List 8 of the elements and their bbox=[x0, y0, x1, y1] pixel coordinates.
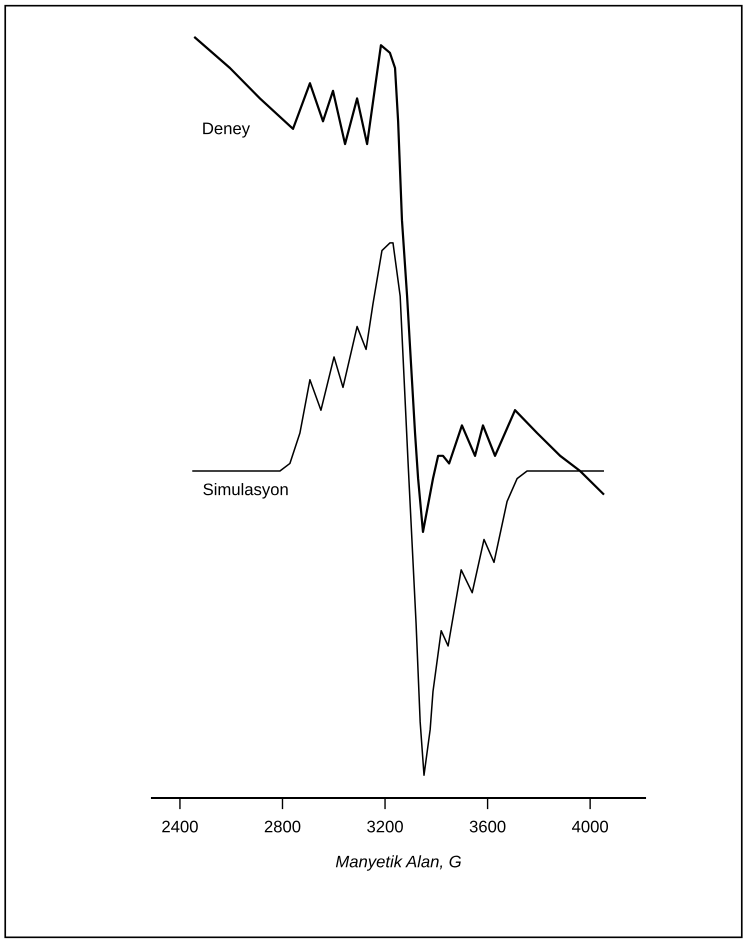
x-tick-label: 2400 bbox=[162, 820, 198, 832]
series-label: Simulasyon bbox=[203, 483, 288, 499]
x-tick-label: 3600 bbox=[470, 820, 506, 832]
x-axis-title: Manyetik Alan, G bbox=[336, 855, 461, 871]
x-tick-label: 2800 bbox=[264, 820, 300, 832]
x-tick-label: 4000 bbox=[572, 820, 608, 832]
x-tick-label: 3200 bbox=[367, 820, 403, 832]
series-label: Deney bbox=[203, 122, 250, 138]
